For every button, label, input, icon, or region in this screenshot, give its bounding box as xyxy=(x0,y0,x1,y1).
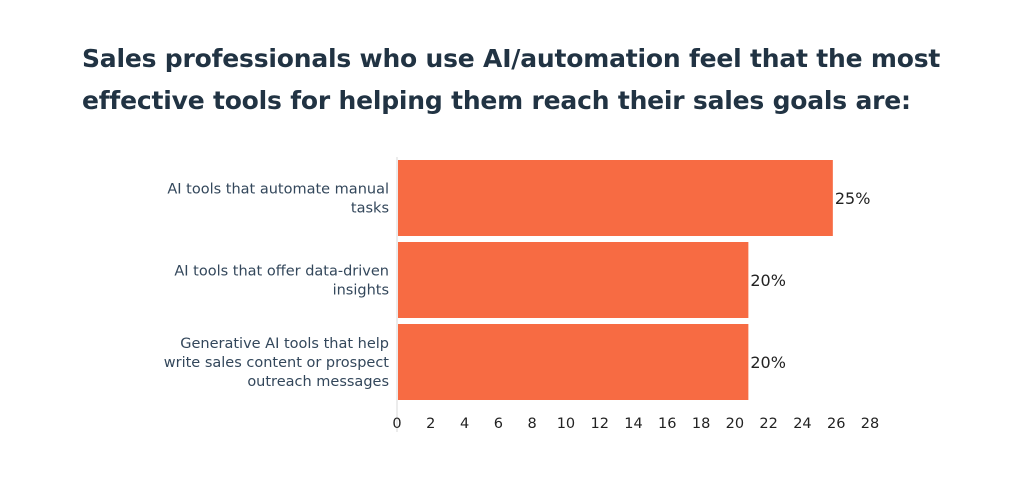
x-tick-22: 22 xyxy=(759,416,777,432)
bar-2 xyxy=(398,324,749,400)
x-tick-8: 8 xyxy=(528,416,537,432)
data-label-0: 25% xyxy=(835,189,871,208)
x-tick-28: 28 xyxy=(861,416,879,432)
x-tick-2: 2 xyxy=(426,416,435,432)
bar-0 xyxy=(398,160,833,236)
bar-1 xyxy=(398,242,749,318)
category-label-2: Generative AI tools that help write sales… xyxy=(164,336,390,390)
x-tick-6: 6 xyxy=(494,416,503,432)
x-tick-12: 12 xyxy=(590,416,608,432)
category-labels: AI tools that automate manual tasks AI too… xyxy=(164,182,390,391)
bars-group xyxy=(398,160,833,400)
category-label-0: AI tools that automate manual tasks xyxy=(167,182,389,217)
x-tick-0: 0 xyxy=(392,416,401,432)
x-tick-24: 24 xyxy=(793,416,811,432)
x-tick-16: 16 xyxy=(658,416,676,432)
x-tick-18: 18 xyxy=(692,416,710,432)
category-label-1: AI tools that offer data-driven insights xyxy=(174,264,389,299)
data-label-2: 20% xyxy=(750,353,786,372)
x-tick-4: 4 xyxy=(460,416,469,432)
data-labels: 25% 20% 20% xyxy=(750,189,870,372)
x-tick-26: 26 xyxy=(827,416,845,432)
x-axis-ticks: 0 2 4 6 8 10 12 14 16 18 20 22 24 26 28 xyxy=(392,416,879,432)
x-tick-20: 20 xyxy=(726,416,744,432)
chart-title: Sales professionals who use AI/automatio… xyxy=(82,44,941,115)
x-tick-14: 14 xyxy=(624,416,642,432)
x-tick-10: 10 xyxy=(557,416,575,432)
data-label-1: 20% xyxy=(750,271,786,290)
